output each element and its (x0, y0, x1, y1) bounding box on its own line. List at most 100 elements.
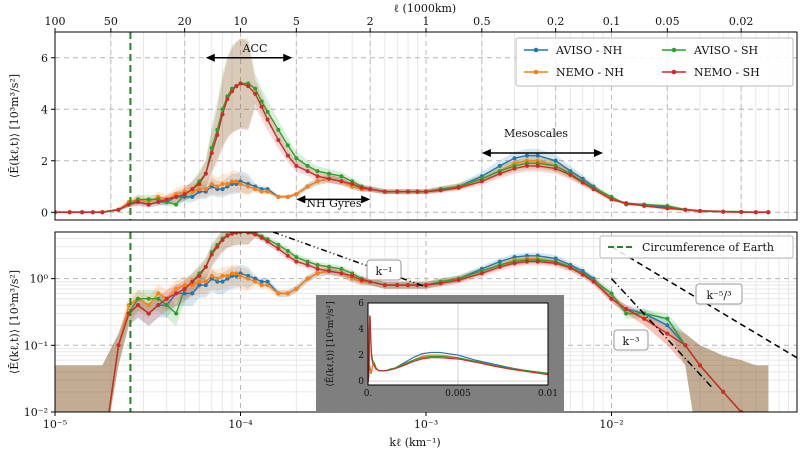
inset-x-tick-label: 0. (364, 389, 373, 399)
data-point-aviso-sh (315, 263, 320, 268)
top-axis-tick-label: 0.5 (473, 15, 491, 28)
data-point-nemo-nh (197, 187, 202, 192)
data-point-nemo-nh (225, 181, 230, 186)
data-point-aviso-nh (665, 323, 670, 328)
data-point-nemo-sh (135, 303, 140, 308)
data-point-aviso-nh (182, 291, 187, 296)
mesoscales-arrowhead-left (481, 149, 491, 158)
data-point-aviso-nh (225, 276, 230, 281)
top-legend: AVISO - NH NEMO - NH AVISO - SH NEMO - S… (515, 37, 794, 87)
data-point-aviso-sh (327, 264, 332, 269)
inset-y-tick-label: 0 (358, 377, 364, 387)
data-point-nemo-sh (327, 269, 332, 274)
bottom-y-ticks: 10⁻² 10⁻¹ 10⁰ (24, 273, 55, 419)
data-point-nemo-sh (197, 181, 202, 186)
top-series-points (55, 81, 771, 215)
data-point-nemo-sh (174, 194, 179, 199)
acc-arrowhead-left (205, 53, 215, 62)
data-point-nemo-sh (253, 91, 258, 96)
data-point-nemo-sh (182, 286, 187, 291)
data-point-nemo-sh (225, 96, 230, 101)
top-panel: 100 50 20 10 5 2 1 0.5 0.2 0.1 0.05 0.02 0 2 4 6 ACC N… (8, 15, 798, 221)
data-point-aviso-sh (339, 266, 344, 271)
data-point-nemo-sh (438, 281, 443, 286)
data-point-nemo-sh (580, 272, 585, 277)
nh-gyres-arrowhead-right (361, 195, 371, 204)
data-point-nemo-sh (276, 246, 281, 251)
data-point-nemo-sh (591, 279, 596, 284)
data-point-nemo-sh (609, 197, 614, 202)
data-point-nemo-sh (359, 185, 364, 190)
data-point-aviso-sh (276, 242, 281, 247)
data-point-aviso-sh (327, 171, 332, 176)
data-point-nemo-sh (164, 197, 169, 202)
data-point-nemo-sh (753, 210, 758, 215)
data-point-nemo-nh (220, 181, 225, 186)
inset-x-tick-label: 0.01 (538, 389, 558, 399)
data-point-nemo-sh (135, 199, 140, 204)
data-point-aviso-sh (339, 174, 344, 179)
data-point-aviso-nh (253, 276, 258, 281)
data-point-aviso-sh (215, 127, 220, 132)
data-point-nemo-sh (512, 261, 517, 266)
data-point-nemo-sh (382, 189, 387, 194)
top-axis-label: ℓ (1000km) (394, 2, 456, 15)
data-point-nemo-sh (285, 253, 290, 258)
bottom-reference-lines (272, 232, 797, 389)
data-point-nemo-sh (100, 210, 105, 215)
data-point-nemo-nh (156, 291, 161, 296)
data-point-nemo-nh (174, 286, 179, 291)
data-point-nemo-sh (220, 112, 225, 117)
data-point-nemo-sh (698, 363, 703, 368)
data-point-nemo-sh (665, 331, 670, 336)
data-point-aviso-sh (135, 296, 140, 301)
y-tick-label: 2 (41, 155, 48, 168)
data-point-nemo-sh (339, 271, 344, 276)
inset-y-tick-label: 6 (358, 299, 364, 309)
data-point-aviso-nh (220, 279, 225, 284)
data-point-aviso-nh (215, 279, 220, 284)
data-point-nemo-sh (479, 271, 484, 276)
data-point-nemo-nh (285, 194, 290, 199)
data-point-nemo-sh (238, 81, 243, 86)
data-point-nemo-sh (553, 261, 558, 266)
inset: 0. 0.005 0.01 0 2 4 6 ⟨Ē(kℓ,t)⟩ [10³m³/s²] (316, 295, 564, 411)
data-point-aviso-sh (146, 296, 151, 301)
data-point-nemo-nh (259, 283, 264, 288)
data-point-aviso-sh (315, 169, 320, 174)
data-point-aviso-nh (524, 253, 529, 258)
top-axis-tick-label: 20 (178, 15, 192, 28)
data-point-nemo-sh (246, 232, 251, 235)
top-axis-tick-label: 0.02 (729, 15, 754, 28)
data-point-nemo-nh (215, 184, 220, 189)
data-point-nemo-nh (305, 276, 310, 281)
data-point-aviso-sh (305, 259, 310, 264)
inset-y-tick-label: 2 (358, 351, 364, 361)
data-point-nemo-sh (220, 237, 225, 242)
y-tick-label: 10⁻¹ (24, 339, 48, 352)
top-axis-tick-label: 1 (423, 15, 430, 28)
data-point-aviso-nh (535, 153, 540, 158)
data-point-aviso-sh (305, 163, 310, 168)
data-point-aviso-sh (265, 109, 270, 114)
data-point-nemo-sh (190, 279, 195, 284)
bottom-legend: Circumference of Earth (599, 235, 794, 259)
data-point-aviso-sh (665, 316, 670, 321)
data-point-nemo-sh (479, 179, 484, 184)
x-tick-label: 10⁻⁵ (43, 418, 67, 431)
data-point-nemo-sh (424, 283, 428, 288)
y-tick-label: 10⁰ (30, 273, 49, 286)
data-point-nemo-nh (182, 283, 187, 288)
data-point-aviso-sh (276, 127, 281, 132)
data-point-nemo-sh (721, 389, 726, 394)
data-point-nemo-sh (90, 210, 95, 215)
data-point-aviso-nh (265, 279, 270, 284)
data-point-nemo-sh (339, 179, 344, 184)
top-axis-tick-label: 10 (234, 15, 248, 28)
nh-gyres-label: NH Gyres (306, 197, 361, 210)
data-point-nemo-sh (315, 174, 320, 179)
data-point-nemo-sh (535, 163, 540, 168)
data-point-nemo-sh (568, 265, 573, 270)
data-point-nemo-nh (246, 276, 251, 281)
data-point-nemo-nh (246, 184, 251, 189)
